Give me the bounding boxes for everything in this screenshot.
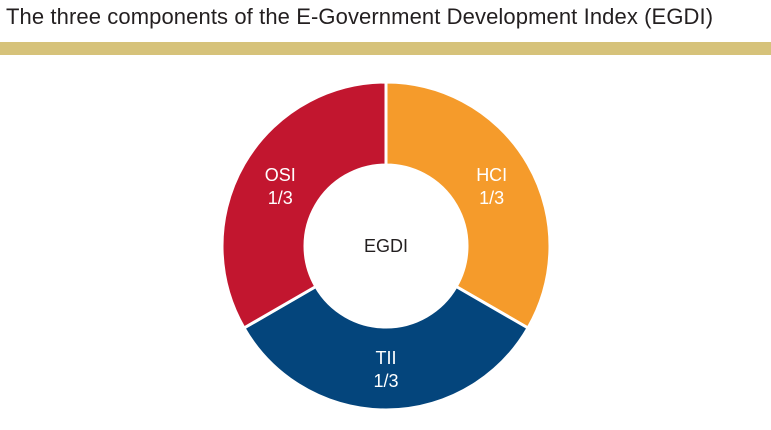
slice-label-hci: HCI [476, 165, 507, 185]
slice-value-tii: 1/3 [373, 371, 398, 391]
slice-tii [241, 284, 531, 412]
center-label: EGDI [364, 236, 408, 256]
slice-hci [384, 80, 552, 331]
slice-label-tii: TII [376, 348, 397, 368]
slice-osi [220, 80, 388, 331]
donut-labels: HCI 1/3 TII 1/3 OSI 1/3 [265, 165, 507, 391]
donut-slices [220, 80, 552, 412]
slice-value-hci: 1/3 [479, 188, 504, 208]
title-rule [0, 42, 771, 55]
slice-value-osi: 1/3 [268, 188, 293, 208]
slice-label-osi: OSI [265, 165, 296, 185]
chart-title: The three components of the E-Government… [6, 4, 714, 29]
